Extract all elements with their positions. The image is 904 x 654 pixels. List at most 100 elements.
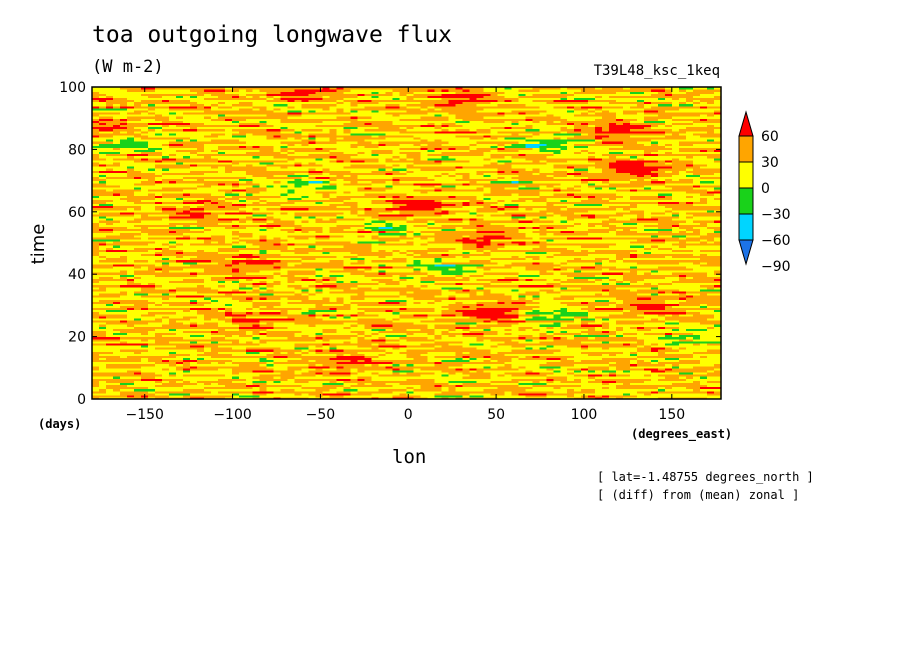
contour-cell — [672, 386, 687, 390]
contour-cell — [92, 349, 121, 352]
contour-cell — [539, 209, 589, 213]
contour-cell — [560, 267, 568, 271]
contour-cell — [455, 166, 464, 169]
contour-cell — [133, 394, 142, 398]
contour-cell — [343, 297, 352, 300]
contour-cell — [133, 272, 191, 275]
contour-cell — [574, 107, 589, 111]
contour-cell — [644, 311, 687, 315]
contour-cell — [420, 267, 429, 271]
contour-cell — [406, 274, 429, 277]
contour-cell — [497, 170, 505, 173]
contour-cell — [336, 107, 345, 111]
contour-cell — [462, 313, 519, 317]
contour-cell — [329, 357, 373, 361]
contour-cell — [329, 149, 373, 153]
contour-cell — [133, 211, 177, 215]
contour-cell — [294, 220, 303, 223]
contour-cell — [203, 315, 226, 319]
contour-cell — [119, 118, 128, 121]
contour-cell — [539, 141, 568, 144]
contour-cell — [210, 276, 226, 279]
contour-cell — [336, 353, 345, 356]
contour-cell — [714, 238, 722, 242]
contour-cell — [665, 145, 722, 148]
contour-cell — [672, 116, 722, 119]
contour-cell — [308, 134, 317, 138]
contour-cell — [308, 182, 331, 186]
contour-cell — [511, 349, 561, 352]
contour-cell — [98, 380, 107, 383]
contour-cell — [588, 347, 603, 350]
contour-cell — [595, 134, 610, 138]
contour-cell — [518, 313, 540, 317]
contour-cell — [546, 270, 575, 273]
contour-cell — [539, 245, 547, 248]
contour-cell — [301, 143, 310, 146]
contour-cell — [518, 355, 526, 358]
contour-cell — [252, 253, 282, 257]
contour-cell — [161, 172, 205, 175]
contour-cell — [154, 332, 177, 336]
contour-cell — [357, 95, 373, 98]
contour-cell — [308, 276, 324, 279]
contour-cell — [266, 334, 296, 338]
contour-cell — [637, 155, 687, 159]
contour-cell — [210, 307, 219, 311]
contour-cell — [266, 363, 275, 367]
contour-cell — [553, 284, 659, 288]
contour-cell — [560, 288, 603, 292]
contour-cell — [273, 97, 282, 101]
contour-cell — [525, 290, 540, 294]
contour-cell — [392, 274, 401, 277]
contour-cell — [651, 124, 659, 128]
contour-cell — [602, 263, 701, 267]
contour-cell — [518, 218, 533, 221]
contour-cell — [119, 284, 156, 288]
contour-cell — [245, 272, 275, 275]
contour-cell — [245, 170, 310, 173]
contour-cell — [560, 199, 568, 202]
contour-cell — [322, 313, 331, 317]
contour-cell — [105, 288, 142, 292]
contour-cell — [406, 126, 415, 130]
contour-cell — [574, 109, 589, 113]
contour-cell — [560, 301, 582, 304]
contour-cell — [392, 251, 401, 254]
contour-cell — [357, 93, 366, 96]
contour-cell — [112, 328, 156, 331]
contour-cell — [343, 130, 352, 134]
contour-cell — [322, 267, 345, 271]
contour-cell — [637, 394, 722, 398]
contour-cell — [343, 107, 352, 111]
contour-cell — [119, 255, 128, 259]
contour-cell — [490, 161, 498, 165]
contour-cell — [119, 163, 156, 167]
contour-cell — [196, 147, 205, 150]
contour-cell — [378, 238, 401, 242]
contour-cell — [273, 261, 289, 265]
contour-cell — [588, 365, 610, 369]
contour-cell — [511, 295, 519, 298]
y-axis-label: time — [28, 224, 49, 265]
contour-cell — [511, 99, 519, 103]
contour-cell — [567, 261, 596, 265]
contour-cell — [287, 116, 338, 119]
contour-cell — [602, 380, 617, 383]
contour-cell — [140, 276, 212, 279]
contour-cell — [224, 191, 233, 194]
contour-cell — [112, 245, 121, 248]
contour-cell — [92, 367, 100, 371]
contour-cell — [350, 159, 366, 163]
contour-cell — [504, 230, 519, 234]
contour-cell — [399, 114, 436, 117]
contour-cell — [553, 330, 561, 334]
contour-cell — [714, 367, 722, 371]
contour-cell — [609, 122, 617, 126]
contour-cell — [350, 132, 387, 136]
contour-cell — [623, 382, 631, 386]
contour-cell — [455, 184, 484, 188]
contour-cell — [693, 371, 708, 375]
contour-cell — [189, 257, 226, 261]
contour-cell — [273, 349, 303, 352]
